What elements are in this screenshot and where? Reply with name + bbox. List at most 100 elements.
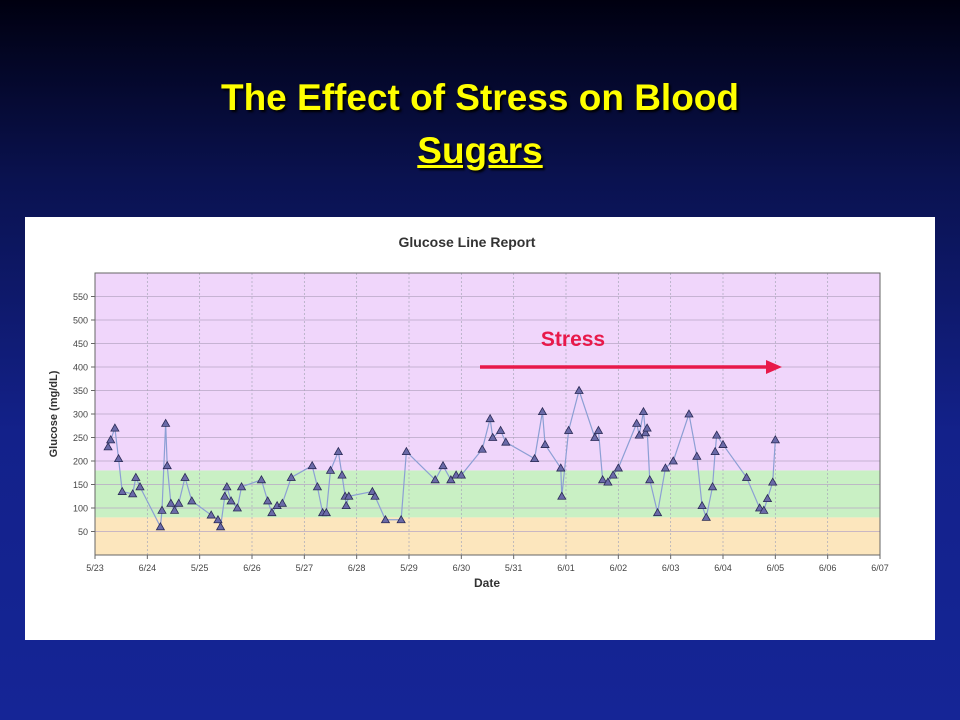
point-marker xyxy=(263,496,273,505)
point-marker xyxy=(692,451,702,460)
point-marker xyxy=(215,521,226,531)
x-tick-label: 6/06 xyxy=(819,563,837,573)
point-marker xyxy=(312,482,323,491)
point-marker xyxy=(213,514,223,524)
point-marker xyxy=(267,507,277,517)
x-tick-label: 5/25 xyxy=(191,563,209,573)
slide-title: The Effect of Stress on Blood xyxy=(220,77,740,118)
y-axis-label: Glucose (mg/dL) xyxy=(48,370,60,457)
point-marker xyxy=(110,423,120,432)
x-tick-label: 6/24 xyxy=(139,563,157,573)
x-tick-label: 6/28 xyxy=(348,563,366,573)
point-marker xyxy=(485,413,495,423)
point-marker xyxy=(220,491,230,500)
point-marker xyxy=(344,491,354,500)
x-tick-label: 5/29 xyxy=(400,563,418,573)
point-marker xyxy=(162,460,172,470)
point-marker xyxy=(668,456,678,465)
point-marker xyxy=(593,425,604,434)
point-marker xyxy=(333,446,344,456)
labels: 50 100 150 200 250 300 350 400 450 500 550 5/23 6/24… xyxy=(73,292,889,573)
chart-panel: 50 100 150 200 250 300 350 400 450 500 550 5/23 6/24… xyxy=(25,217,935,640)
point-marker xyxy=(277,498,288,507)
point-marker xyxy=(157,505,167,514)
point-marker xyxy=(396,514,406,524)
point-marker xyxy=(325,465,336,474)
x-tick-label: 6/03 xyxy=(662,563,680,573)
y-tick-label: 250 xyxy=(73,433,88,443)
point-marker xyxy=(113,453,124,463)
x-tick-label: 6/02 xyxy=(610,563,628,573)
line xyxy=(107,388,776,529)
point-marker xyxy=(307,460,317,470)
point-marker xyxy=(226,496,236,505)
annotation: Stress xyxy=(541,328,605,351)
point-marker xyxy=(638,406,649,416)
point-marker xyxy=(557,491,567,500)
point-marker xyxy=(256,474,267,484)
point-marker xyxy=(370,491,380,500)
point-marker xyxy=(430,474,440,484)
y-tick-label: 200 xyxy=(73,457,88,467)
point-marker xyxy=(286,472,296,481)
point-marker xyxy=(768,477,778,486)
y-tick-label: 300 xyxy=(73,410,88,420)
point-marker xyxy=(127,489,138,498)
x-tick-label: 6/30 xyxy=(453,563,471,573)
point-marker xyxy=(634,430,644,439)
point-marker xyxy=(759,505,769,514)
plot-frame xyxy=(94,272,881,556)
point-marker xyxy=(495,425,506,434)
x-axis-label: Date xyxy=(474,576,500,590)
point-marker xyxy=(754,503,765,512)
y-tick-label: 50 xyxy=(78,527,88,537)
point-marker xyxy=(660,463,671,472)
point-marker xyxy=(642,423,652,432)
point-marker xyxy=(106,435,116,444)
point-marker xyxy=(477,444,487,453)
x-tick-label: 6/05 xyxy=(767,563,785,573)
point-marker xyxy=(232,503,243,512)
point-marker xyxy=(697,500,707,510)
point-marker xyxy=(236,482,247,491)
point-marker xyxy=(712,430,722,439)
point-marker xyxy=(321,507,332,517)
x-tick-label: 5/31 xyxy=(505,563,523,573)
point-marker xyxy=(187,496,197,505)
point-marker xyxy=(645,474,655,484)
point-marker xyxy=(380,514,391,524)
y-tick-label: 150 xyxy=(73,480,88,490)
point-marker xyxy=(631,418,642,427)
point-marker xyxy=(590,432,600,441)
point-marker xyxy=(174,498,184,507)
point-marker xyxy=(574,385,584,394)
slide-title: Sugars xyxy=(417,130,543,171)
x-tick-label: 6/26 xyxy=(243,563,261,573)
point-marker xyxy=(337,470,347,479)
point-marker xyxy=(222,482,232,491)
point-marker xyxy=(652,507,663,517)
y-tick-label: 550 xyxy=(73,292,88,302)
y-tick-label: 350 xyxy=(73,386,88,396)
point-marker xyxy=(501,437,511,446)
point-marker xyxy=(770,435,781,444)
point-marker xyxy=(135,482,145,491)
point-marker xyxy=(608,470,618,479)
point-marker xyxy=(438,460,448,470)
point-marker xyxy=(166,498,176,507)
x-tick-label: 5/27 xyxy=(296,563,314,573)
point-marker xyxy=(613,463,624,472)
y-tick-label: 450 xyxy=(73,339,88,349)
point-marker xyxy=(537,406,548,416)
point-marker xyxy=(540,439,550,448)
chart: 50 100 150 200 250 300 350 400 450 500 550 5/23 6/24… xyxy=(48,234,889,590)
point-marker xyxy=(456,470,467,479)
band xyxy=(95,517,880,555)
point-marker xyxy=(131,472,141,481)
point-marker xyxy=(117,486,127,495)
point-marker xyxy=(103,442,113,451)
point-marker xyxy=(563,425,574,434)
point-marker xyxy=(640,427,651,437)
chart-title: Glucose Line Report xyxy=(399,234,536,250)
